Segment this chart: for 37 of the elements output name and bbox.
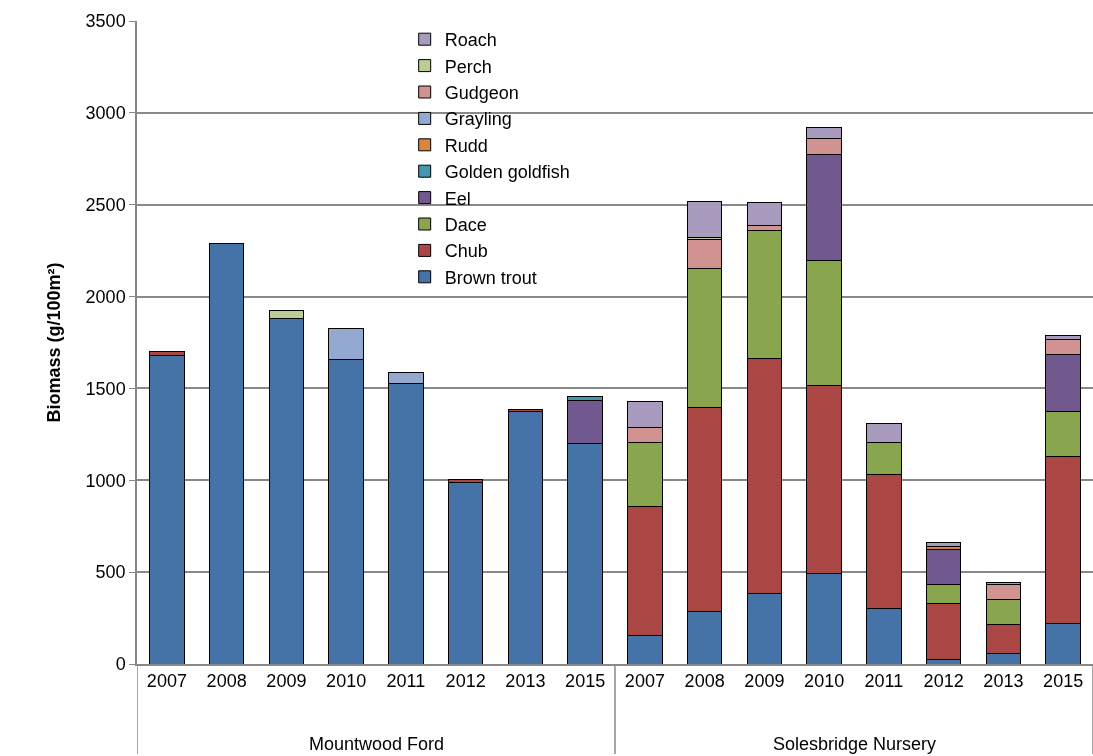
y-axis-title: Biomass (g/100m²) (44, 262, 65, 423)
y-tick-label: 1500 (85, 378, 126, 399)
y-tick-label: 3500 (85, 11, 126, 32)
x-tick-label: 2011 (386, 671, 426, 692)
x-tick-label: 2008 (206, 671, 247, 692)
legend-label: Golden goldfish (444, 162, 570, 183)
y-tick-label: 0 (115, 654, 126, 675)
legend-label: Brown trout (444, 267, 537, 288)
legend-label: Chub (444, 241, 488, 262)
x-tick-label: 2007 (146, 671, 187, 692)
x-tick-label: 2010 (326, 671, 367, 692)
x-tick-label: 2011 (864, 671, 904, 692)
legend-label: Eel (444, 188, 471, 209)
x-tick-label: 2013 (983, 671, 1024, 692)
legend-label: Perch (444, 56, 492, 77)
legend-label: Roach (444, 30, 497, 51)
x-tick-label: 2009 (744, 671, 785, 692)
legend-label: Rudd (444, 135, 488, 156)
legend-label: Dace (444, 215, 487, 236)
y-tick-label: 1000 (85, 470, 126, 491)
x-tick-label: 2008 (684, 671, 725, 692)
legend-label: Gudgeon (444, 83, 519, 104)
y-tick-label: 500 (95, 562, 126, 583)
text: Mountwood Ford (309, 734, 445, 754)
x-tick-label: 2015 (565, 671, 606, 692)
y-tick-label: 2500 (85, 195, 126, 216)
y-tick-label: 3000 (85, 103, 126, 124)
x-tick-label: 2009 (266, 671, 307, 692)
text: Solesbridge Nursery (773, 734, 937, 754)
y-tick-label: 2000 (85, 286, 126, 307)
x-tick-label: 2012 (445, 671, 486, 692)
x-tick-label: 2013 (505, 671, 546, 692)
legend-label: Grayling (444, 109, 512, 130)
x-tick-label: 2010 (804, 671, 845, 692)
x-tick-label: 2015 (1043, 671, 1084, 692)
x-tick-label: 2007 (624, 671, 665, 692)
x-tick-label: 2012 (923, 671, 964, 692)
